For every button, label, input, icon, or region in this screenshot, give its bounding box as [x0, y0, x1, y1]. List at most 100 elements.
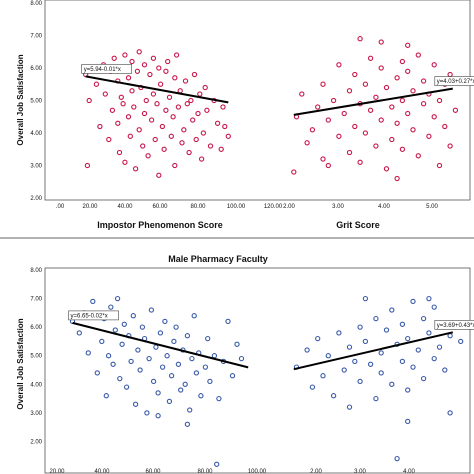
data-point	[378, 370, 384, 376]
x-tick-label: 40.00	[94, 469, 110, 474]
data-point	[442, 367, 448, 373]
data-point	[383, 84, 390, 91]
data-point	[204, 107, 210, 113]
data-point	[431, 114, 437, 120]
data-point	[193, 136, 199, 143]
data-point	[309, 127, 316, 133]
data-point	[116, 149, 123, 156]
data-point	[162, 318, 168, 325]
data-point	[200, 130, 207, 136]
data-point	[190, 117, 196, 123]
data-point	[389, 136, 395, 143]
data-point	[137, 367, 143, 373]
data-point	[122, 159, 128, 165]
data-point	[191, 71, 198, 78]
data-point	[216, 395, 222, 402]
data-point	[211, 353, 218, 359]
data-point	[166, 94, 173, 100]
data-point	[127, 133, 133, 139]
data-point	[415, 153, 421, 159]
fit-line	[293, 87, 453, 116]
data-point	[214, 120, 221, 126]
x-tick-label: 20.00	[82, 204, 98, 210]
data-point	[157, 81, 164, 87]
data-point	[145, 153, 151, 159]
x-tick-label: 4.00	[403, 469, 415, 474]
data-point	[144, 410, 150, 416]
y-tick-label: 3.00	[30, 164, 42, 170]
data-point	[405, 387, 411, 393]
data-point	[198, 393, 204, 399]
x-tick-label: 20.00	[49, 469, 65, 474]
data-point	[171, 338, 177, 345]
data-point	[458, 338, 464, 345]
data-point	[135, 347, 141, 353]
data-point	[362, 295, 369, 302]
data-point	[238, 355, 245, 362]
data-point	[378, 65, 384, 71]
data-point	[90, 298, 96, 305]
data-point	[225, 133, 231, 139]
data-point	[150, 378, 157, 385]
bottom-right-plot: y=3.69+0.43*x 2.00 3.00 4.00	[293, 295, 474, 474]
data-point	[309, 384, 316, 390]
data-point	[157, 330, 164, 336]
data-point	[420, 101, 427, 107]
data-point	[111, 55, 117, 61]
x-tick-label: 3.00	[332, 204, 344, 210]
data-point	[86, 97, 92, 104]
data-point	[373, 143, 379, 149]
data-point	[415, 347, 421, 353]
data-point	[420, 78, 427, 84]
x-tick-label: 40.00	[117, 204, 133, 210]
top-y-ticks: 2.00 3.00 4.00 5.00 6.00 7.00 8.00	[30, 1, 42, 202]
data-point	[184, 333, 191, 339]
x-tick-label: 2.00	[310, 469, 322, 474]
data-point	[373, 94, 379, 100]
fit-equation-box	[68, 310, 119, 321]
fit-line	[293, 331, 454, 371]
data-point	[304, 140, 310, 146]
data-point	[76, 330, 82, 336]
data-point	[125, 114, 132, 120]
data-point	[405, 335, 411, 342]
data-point	[153, 344, 159, 350]
data-point	[154, 101, 160, 107]
data-point	[140, 143, 146, 149]
data-point	[330, 393, 337, 399]
data-point	[159, 123, 166, 130]
data-point	[362, 338, 369, 345]
data-point	[399, 321, 406, 327]
data-point	[177, 88, 183, 94]
data-point	[122, 52, 128, 58]
data-point	[178, 387, 184, 393]
fit-line	[85, 75, 229, 104]
data-point	[197, 91, 203, 97]
data-point	[164, 353, 170, 359]
fit-equation-box	[81, 64, 132, 74]
data-point	[410, 88, 416, 94]
data-point	[121, 321, 127, 327]
fit-equation-box	[434, 76, 474, 86]
data-point	[442, 123, 448, 130]
x-tick-label: 60.00	[152, 204, 168, 210]
data-point	[182, 381, 188, 387]
x-tick-label: 100.00	[227, 204, 246, 210]
top-y-axis-label: Overall Job Satisfaction	[16, 54, 25, 145]
data-point	[175, 104, 182, 110]
data-point	[163, 68, 169, 74]
data-point	[346, 88, 353, 94]
data-point	[103, 393, 109, 399]
data-point	[399, 146, 406, 152]
data-point	[357, 36, 363, 42]
data-point	[132, 166, 139, 172]
fit-equation-label: y=4.03+0.27*x	[437, 79, 474, 85]
data-point	[125, 75, 132, 81]
top-panel: Overall Job Satisfaction 2.00 3.00 4.00 5.0…	[16, 0, 474, 230]
data-point	[447, 71, 453, 78]
y-tick-label: 7.00	[30, 297, 42, 303]
data-point	[136, 49, 142, 55]
data-point	[181, 127, 187, 133]
data-point	[346, 404, 353, 410]
